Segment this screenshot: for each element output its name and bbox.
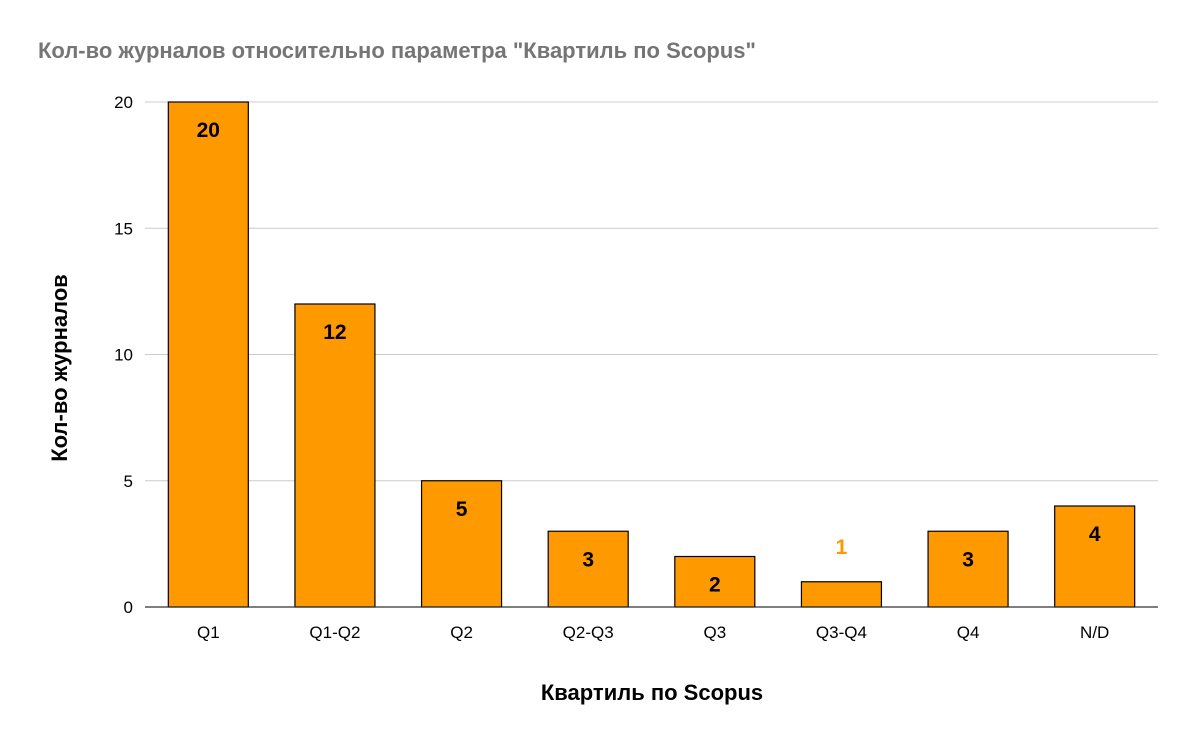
x-tick-label: Q4 [957, 623, 980, 642]
data-label: 12 [323, 321, 346, 344]
x-tick-label: Q3-Q4 [816, 623, 867, 642]
x-tick-label: Q3 [703, 623, 726, 642]
data-label: 3 [582, 548, 594, 571]
bar [1054, 505, 1136, 608]
y-tick-label: 5 [124, 472, 133, 491]
data-label: 20 [197, 119, 220, 142]
bar [800, 581, 883, 608]
data-label: 4 [1089, 523, 1101, 546]
data-label: 2 [709, 574, 721, 597]
data-label: 5 [456, 498, 468, 521]
x-tick-label: Q1-Q2 [309, 623, 360, 642]
y-tick-label: 10 [114, 346, 133, 365]
bar [167, 101, 249, 608]
x-tick-label: Q2 [450, 623, 473, 642]
data-label: 1 [836, 536, 848, 559]
x-tick-label: N/D [1080, 623, 1109, 642]
y-axis-label: Кол-во журналов [47, 274, 72, 462]
data-label: 3 [962, 548, 974, 571]
y-tick-label: 0 [124, 598, 133, 617]
y-tick-label: 20 [114, 93, 133, 112]
bar [927, 530, 1009, 608]
y-tick-label: 15 [114, 219, 133, 238]
x-axis-label: Квартиль по Scopus [540, 680, 764, 705]
bar [547, 530, 629, 608]
x-tick-label: Q1 [197, 623, 220, 642]
chart-title: Кол-во журналов относительно параметра "… [38, 38, 756, 63]
bar [294, 303, 376, 608]
x-tick-label: Q2-Q3 [563, 623, 614, 642]
bar [674, 555, 756, 608]
